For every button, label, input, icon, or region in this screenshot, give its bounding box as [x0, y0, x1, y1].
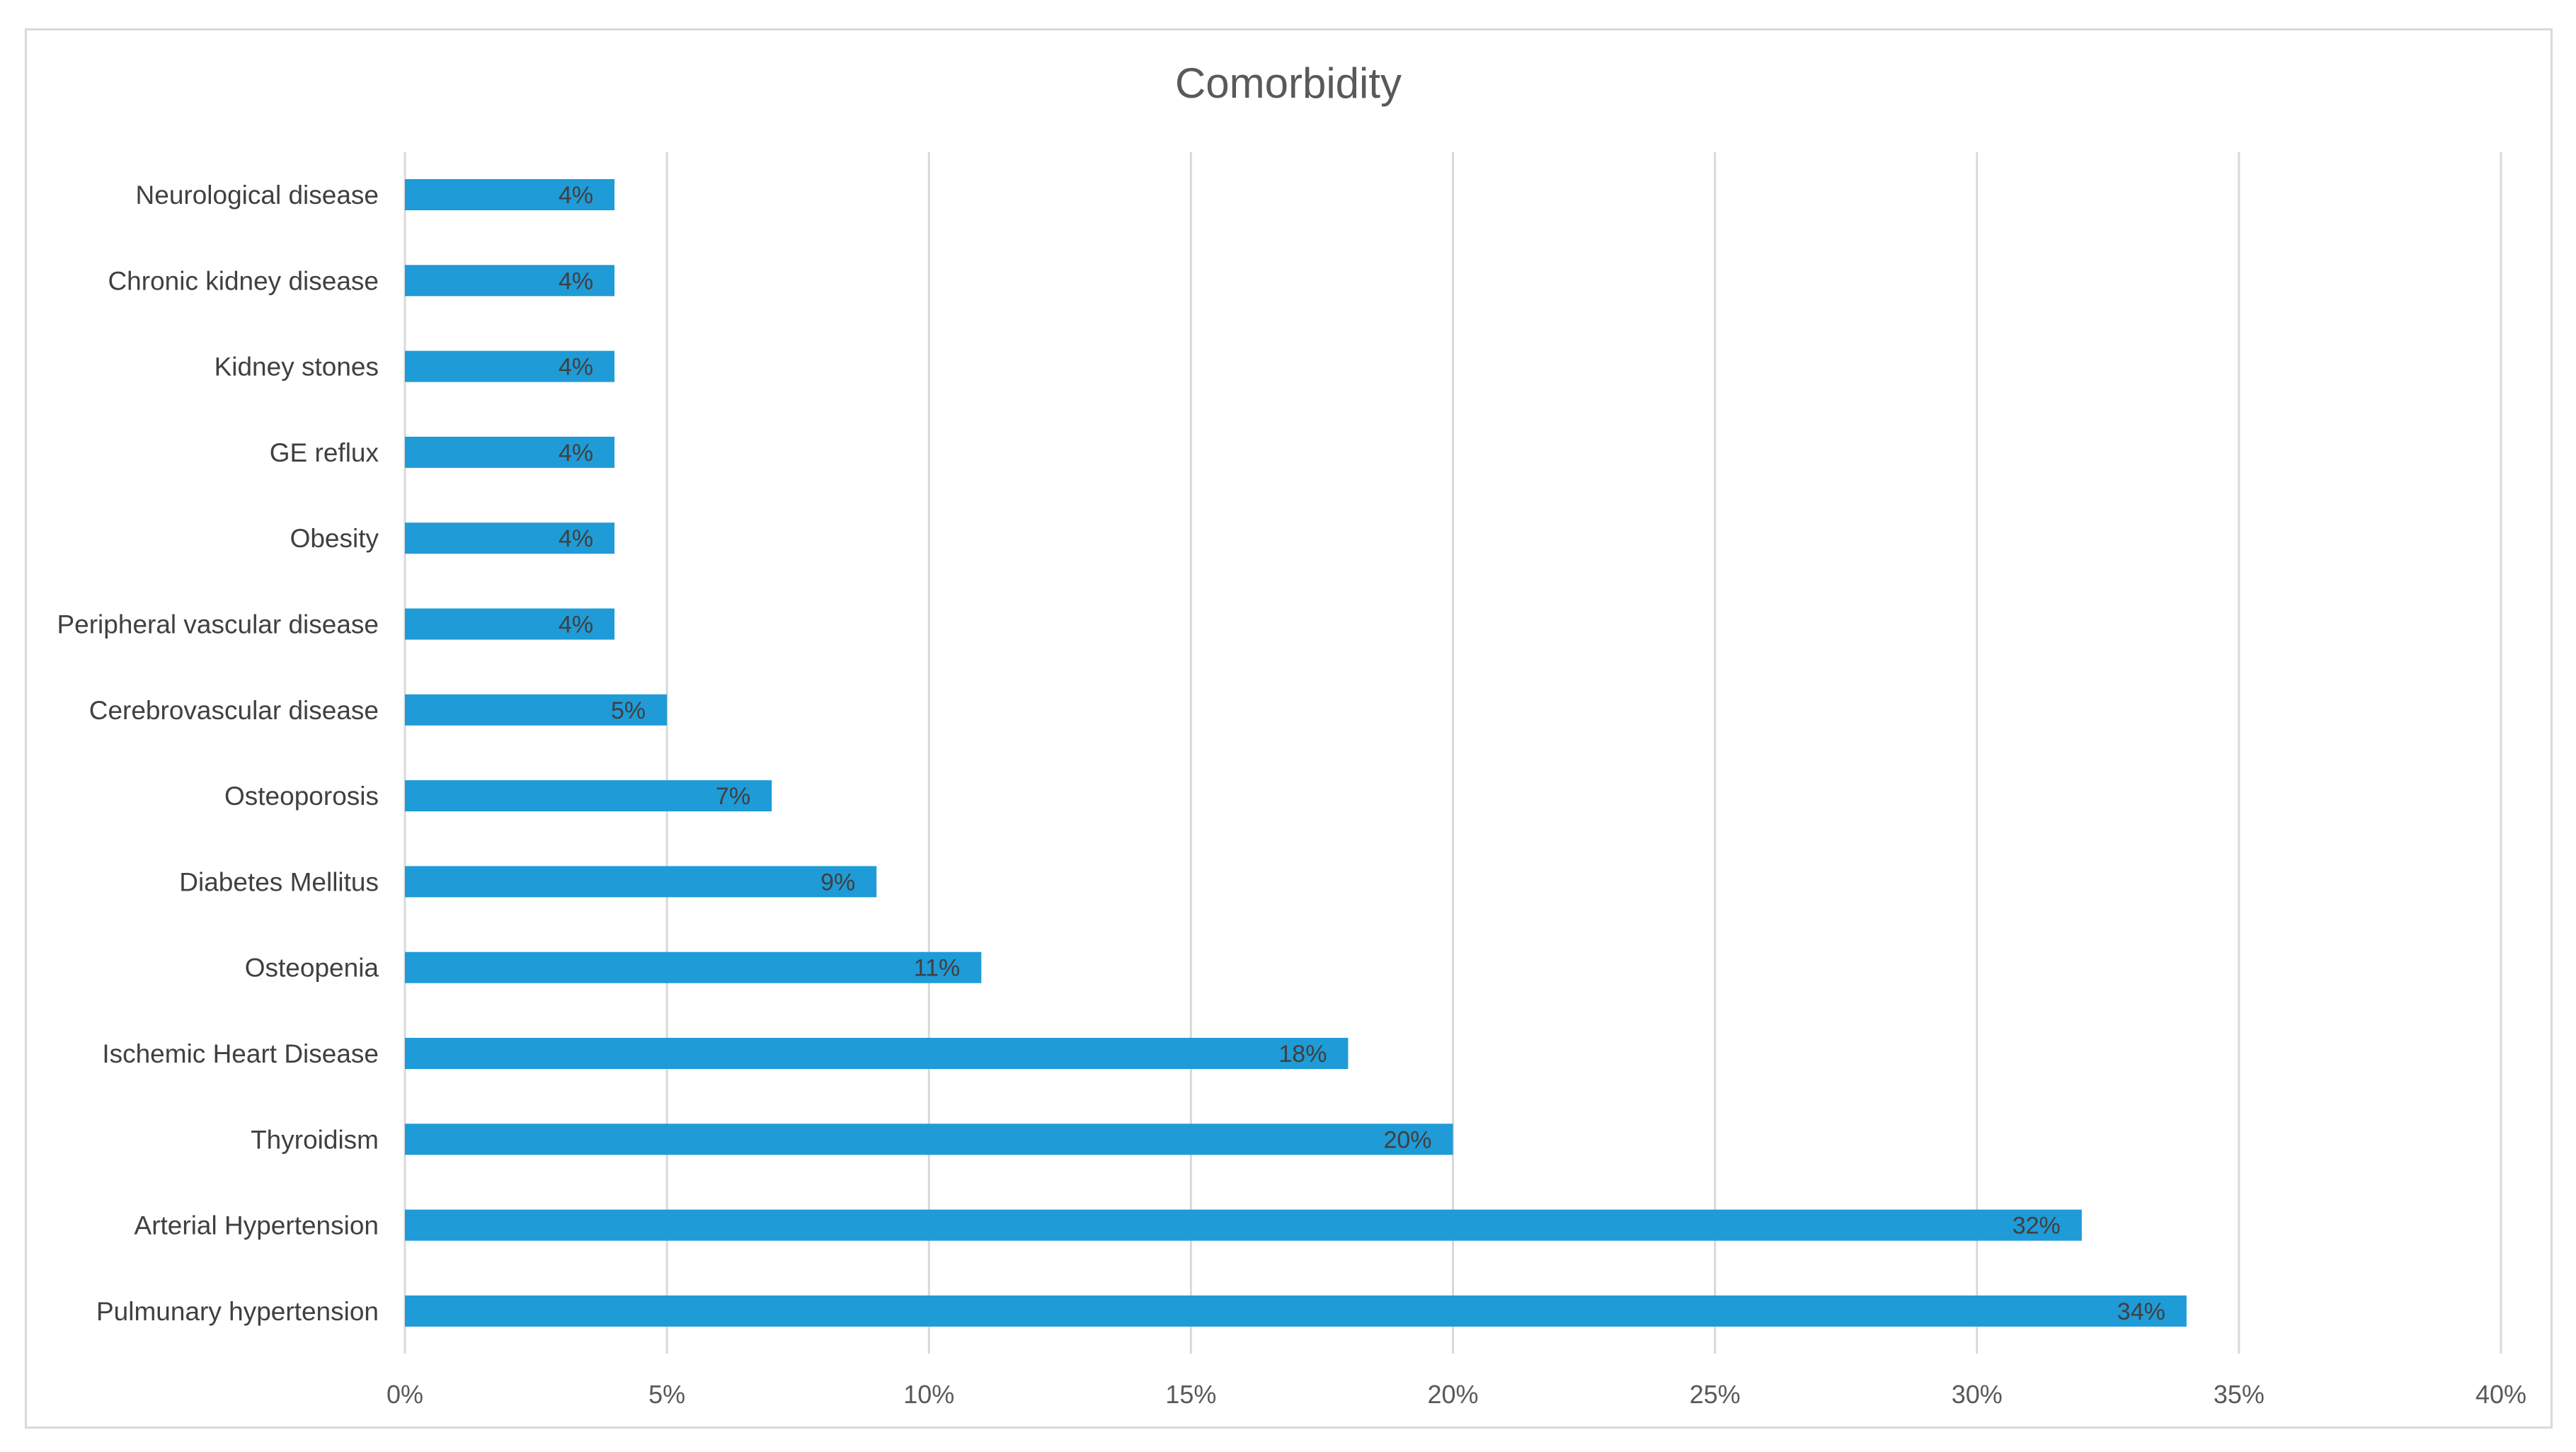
x-tick-label: 5% — [648, 1380, 685, 1409]
data-label: 4% — [559, 525, 593, 552]
data-label: 4% — [559, 354, 593, 381]
bar — [405, 694, 668, 726]
bar — [405, 780, 772, 812]
category-label: Kidney stones — [214, 353, 379, 382]
bar — [405, 1038, 1349, 1069]
category-label: Neurological disease — [136, 181, 379, 210]
x-tick-label: 40% — [2475, 1380, 2526, 1409]
category-label: Obesity — [290, 524, 379, 553]
bar — [405, 179, 615, 210]
data-label: 4% — [559, 440, 593, 467]
bar — [405, 951, 982, 983]
bars: 4% 4% 4% 4% 4% 4% 5% 7% 9% 11% 18% 20% 32% 34% — [405, 179, 2187, 1327]
data-label: 32% — [2013, 1213, 2061, 1240]
bar — [405, 1209, 2082, 1241]
bar — [405, 608, 615, 640]
bar — [405, 1295, 2187, 1327]
category-label: Osteoporosis — [224, 782, 379, 811]
data-label: 4% — [559, 182, 593, 209]
x-axis-tick-labels: 0% 5% 10% 15% 20% 25% 30% 35% 40% — [387, 1380, 2526, 1409]
data-label: 4% — [559, 268, 593, 295]
category-label: Ischemic Heart Disease — [102, 1039, 379, 1068]
category-label: Thyroidism — [251, 1125, 379, 1154]
data-label: 7% — [716, 783, 750, 810]
data-label: 18% — [1278, 1041, 1327, 1068]
x-tick-label: 10% — [903, 1380, 954, 1409]
x-tick-label: 35% — [2214, 1380, 2265, 1409]
bar — [405, 436, 615, 468]
bar — [405, 522, 615, 554]
category-label: Pulmunary hypertension — [96, 1297, 379, 1326]
category-label: Osteopenia — [245, 954, 379, 983]
data-label: 11% — [914, 955, 961, 982]
bar — [405, 265, 615, 297]
category-label: Chronic kidney disease — [108, 266, 379, 295]
bar — [405, 866, 877, 898]
bar — [405, 1124, 1453, 1155]
data-label: 20% — [1383, 1126, 1431, 1153]
x-tick-label: 20% — [1427, 1380, 1478, 1409]
gridlines — [403, 152, 2502, 1354]
data-label: 4% — [559, 612, 593, 639]
x-tick-label: 30% — [1952, 1380, 2003, 1409]
category-label: Cerebrovascular disease — [89, 696, 379, 725]
chart-frame — [25, 28, 2553, 1429]
x-tick-label: 25% — [1690, 1380, 1741, 1409]
data-label: 34% — [2117, 1298, 2165, 1325]
data-label: 9% — [820, 869, 855, 896]
chart-title: Comorbidity — [1175, 59, 1402, 107]
category-label: GE reflux — [270, 438, 379, 467]
category-label: Arterial Hypertension — [134, 1211, 379, 1240]
x-tick-label: 15% — [1165, 1380, 1216, 1409]
category-labels: Neurological disease Chronic kidney disea… — [57, 181, 379, 1326]
x-tick-label: 0% — [387, 1380, 423, 1409]
category-label: Diabetes Mellitus — [179, 867, 379, 896]
data-label: 5% — [611, 697, 646, 724]
category-label: Peripheral vascular disease — [57, 610, 379, 639]
bar — [405, 350, 615, 382]
